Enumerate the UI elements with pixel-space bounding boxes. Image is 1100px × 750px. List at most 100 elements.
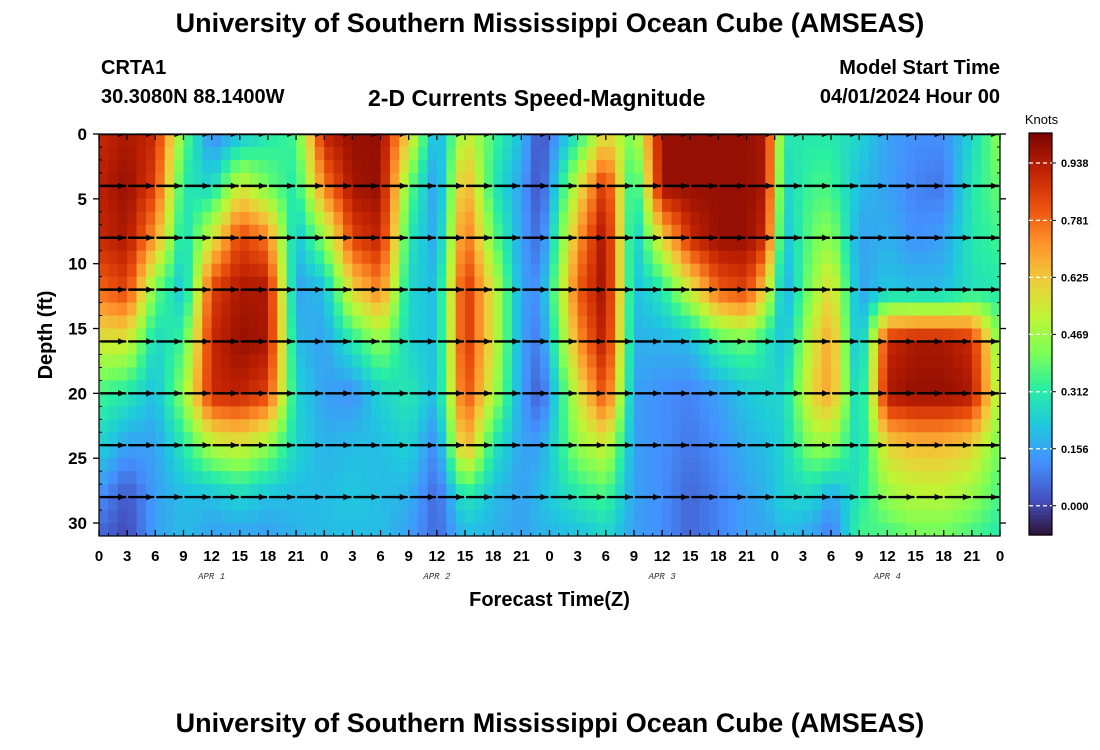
colorbar-tick-label: 0.469 xyxy=(1061,329,1089,341)
heatmap-cell xyxy=(267,432,278,446)
heatmap-cell xyxy=(558,458,569,472)
heatmap-cell xyxy=(990,484,1000,498)
heatmap-cell xyxy=(962,263,973,278)
heatmap-cell xyxy=(577,419,588,433)
heatmap-cell xyxy=(953,432,964,446)
heatmap-cell xyxy=(596,432,607,446)
heatmap-cell xyxy=(821,134,832,148)
heatmap-cell xyxy=(915,510,926,524)
heatmap-cell xyxy=(521,134,532,148)
heatmap-cell xyxy=(662,276,673,291)
heatmap-cell xyxy=(849,471,860,485)
heatmap-cell xyxy=(934,341,945,356)
heatmap-cell xyxy=(981,510,992,524)
current-vector-head xyxy=(371,182,379,190)
heatmap-cell xyxy=(108,523,119,536)
heatmap-cell xyxy=(155,198,166,213)
heatmap-cell xyxy=(249,250,260,265)
heatmap-cell xyxy=(718,432,729,446)
heatmap-cell xyxy=(615,432,626,446)
heatmap-cell xyxy=(971,380,982,394)
heatmap-cell xyxy=(859,419,870,433)
heatmap-cell xyxy=(831,289,842,304)
heatmap-cell xyxy=(737,224,748,239)
heatmap-cell xyxy=(258,237,269,252)
heatmap-cell xyxy=(239,458,250,472)
heatmap-cell xyxy=(577,484,588,498)
heatmap-cell xyxy=(558,302,569,317)
heatmap-cell xyxy=(127,198,138,213)
heatmap-cell xyxy=(624,134,635,148)
heatmap-cell xyxy=(249,471,260,485)
heatmap-cell xyxy=(587,458,598,472)
heatmap-cell xyxy=(821,211,832,226)
heatmap-cell xyxy=(971,185,982,200)
heatmap-cell xyxy=(774,445,785,459)
heatmap-cell xyxy=(465,237,476,252)
heatmap-cell xyxy=(446,198,457,213)
heatmap-cell xyxy=(380,406,391,420)
heatmap-cell xyxy=(718,471,729,485)
heatmap-cell xyxy=(990,211,1000,226)
heatmap-cell xyxy=(690,458,701,472)
heatmap-cell xyxy=(990,146,1000,161)
heatmap-cell xyxy=(408,237,419,252)
heatmap-cell xyxy=(427,224,438,239)
heatmap-cell xyxy=(230,471,241,485)
heatmap-cell xyxy=(333,354,344,369)
heatmap-cell xyxy=(99,419,109,433)
current-vector-head xyxy=(399,442,407,449)
heatmap-cell xyxy=(221,159,232,174)
heatmap-cell xyxy=(399,159,410,174)
heatmap-cell xyxy=(371,224,382,239)
heatmap-cell xyxy=(755,237,766,252)
heatmap-cell xyxy=(596,276,607,291)
heatmap-cell xyxy=(915,276,926,291)
heatmap-cell xyxy=(324,250,335,265)
heatmap-cell xyxy=(671,445,682,459)
current-vector-head xyxy=(653,234,661,241)
heatmap-cell xyxy=(971,172,982,187)
heatmap-cell xyxy=(587,159,598,174)
heatmap-cell xyxy=(465,458,476,472)
heatmap-cell xyxy=(202,497,213,511)
heatmap-cell xyxy=(549,250,560,265)
heatmap-cell xyxy=(812,510,823,524)
heatmap-cell xyxy=(305,510,316,524)
heatmap-cell xyxy=(305,289,316,304)
current-vector-head xyxy=(793,338,801,345)
heatmap-cell xyxy=(549,471,560,485)
heatmap-cell xyxy=(249,198,260,213)
heatmap-cell xyxy=(906,497,917,511)
heatmap-cell xyxy=(502,237,513,252)
heatmap-cell xyxy=(840,198,851,213)
heatmap-cell xyxy=(108,146,119,161)
heatmap-cell xyxy=(643,484,654,498)
heatmap-cell xyxy=(990,198,1000,213)
heatmap-cell xyxy=(267,354,278,369)
heatmap-cell xyxy=(324,198,335,213)
heatmap-cell xyxy=(746,484,757,498)
heatmap-cell xyxy=(277,458,288,472)
heatmap-cell xyxy=(333,146,344,161)
heatmap-cell xyxy=(145,263,156,278)
heatmap-cell xyxy=(192,224,203,239)
heatmap-cell xyxy=(540,276,551,291)
heatmap-cell xyxy=(699,237,710,252)
heatmap-cell xyxy=(605,185,616,200)
heatmap-cell xyxy=(605,328,616,343)
heatmap-cell xyxy=(765,471,776,485)
heatmap-cell xyxy=(558,198,569,213)
heatmap-cell xyxy=(239,380,250,394)
heatmap-cell xyxy=(314,289,325,304)
heatmap-cell xyxy=(906,341,917,356)
current-vector-head xyxy=(512,442,520,449)
heatmap-cell xyxy=(549,263,560,278)
heatmap-cell xyxy=(953,198,964,213)
heatmap-cell xyxy=(99,185,109,200)
heatmap-cell xyxy=(906,172,917,187)
heatmap-cell xyxy=(699,172,710,187)
heatmap-cell xyxy=(943,471,954,485)
heatmap-cell xyxy=(859,302,870,317)
